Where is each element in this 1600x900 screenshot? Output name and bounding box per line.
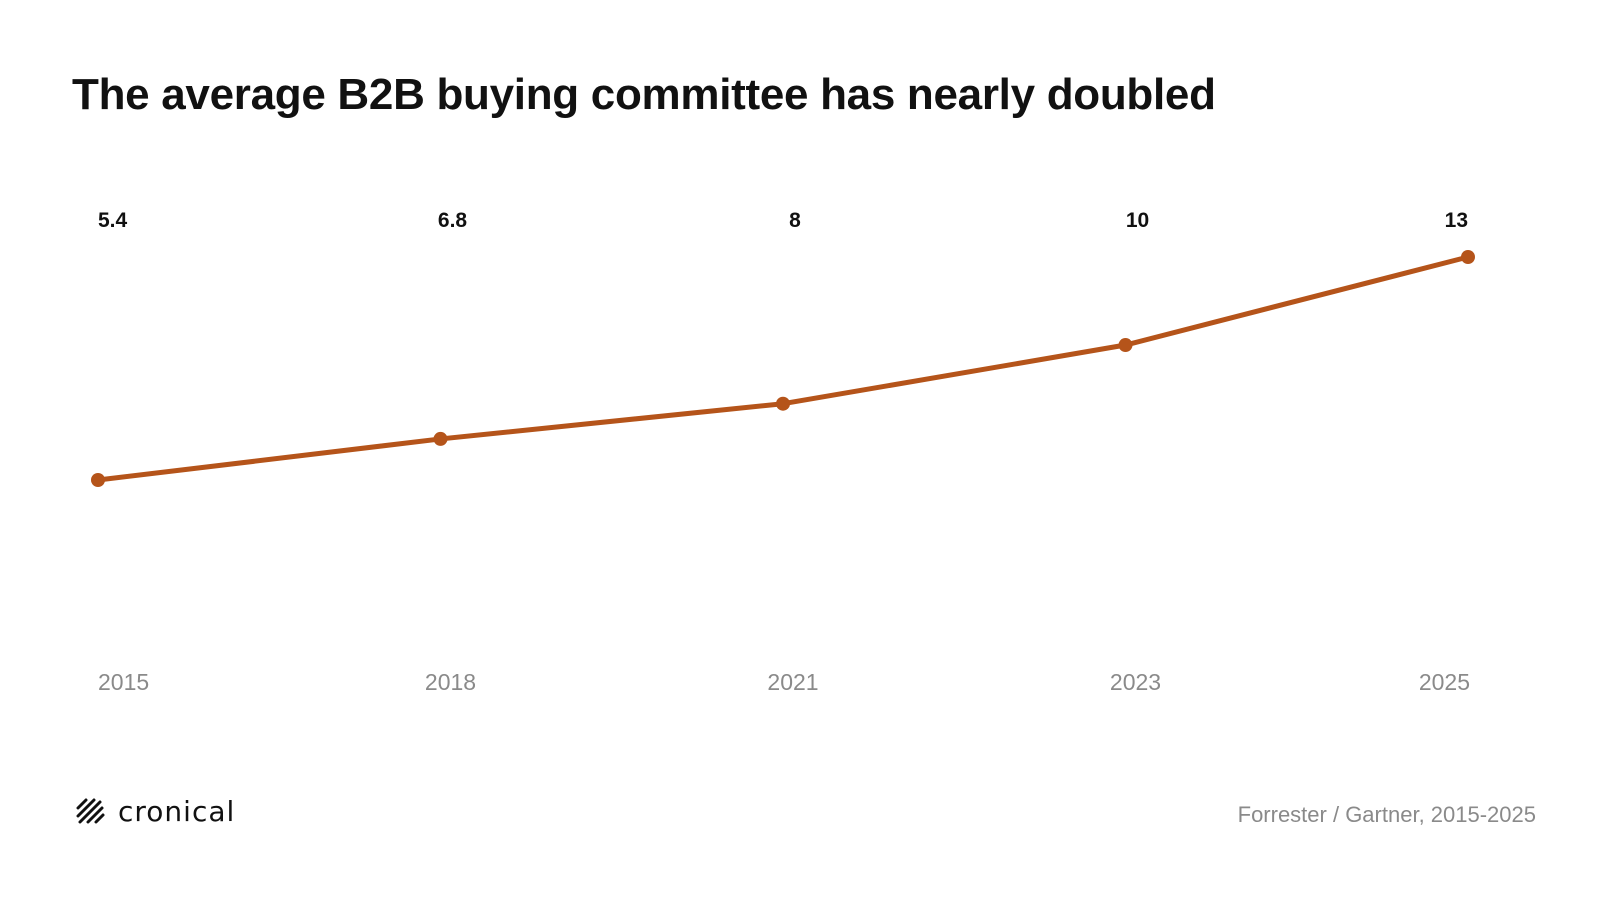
data-label: 5.4 bbox=[98, 209, 128, 232]
data-point bbox=[433, 431, 448, 446]
series-line bbox=[95, 254, 1471, 483]
brand-name: cronical bbox=[118, 795, 236, 828]
source-note: Forrester / Gartner, 2015-2025 bbox=[1237, 802, 1536, 827]
data-label: 6.8 bbox=[438, 209, 468, 232]
line-chart: 5.4 6.8 8 10 13 2015 2018 2021 2023 2025 bbox=[91, 209, 1475, 695]
data-point bbox=[1461, 250, 1475, 264]
data-label: 10 bbox=[1126, 209, 1149, 232]
hatched-mark-icon bbox=[76, 798, 105, 823]
x-tick-label: 2021 bbox=[767, 669, 818, 695]
value-labels: 5.4 6.8 8 10 13 bbox=[98, 209, 1468, 232]
data-label: 8 bbox=[789, 209, 801, 232]
x-tick-label: 2025 bbox=[1419, 669, 1470, 695]
data-point bbox=[91, 473, 105, 487]
brand-logo: cronical bbox=[76, 795, 235, 828]
data-label: 13 bbox=[1445, 209, 1468, 232]
series-line-group bbox=[91, 250, 1475, 487]
chart-title: The average B2B buying committee has nea… bbox=[72, 70, 1216, 119]
data-point bbox=[776, 396, 790, 411]
x-tick-label: 2018 bbox=[425, 669, 476, 695]
x-tick-label: 2023 bbox=[1110, 669, 1161, 695]
x-tick-label: 2015 bbox=[98, 669, 149, 695]
x-axis-tick-labels: 2015 2018 2021 2023 2025 bbox=[98, 669, 1470, 695]
data-point bbox=[1118, 338, 1133, 353]
